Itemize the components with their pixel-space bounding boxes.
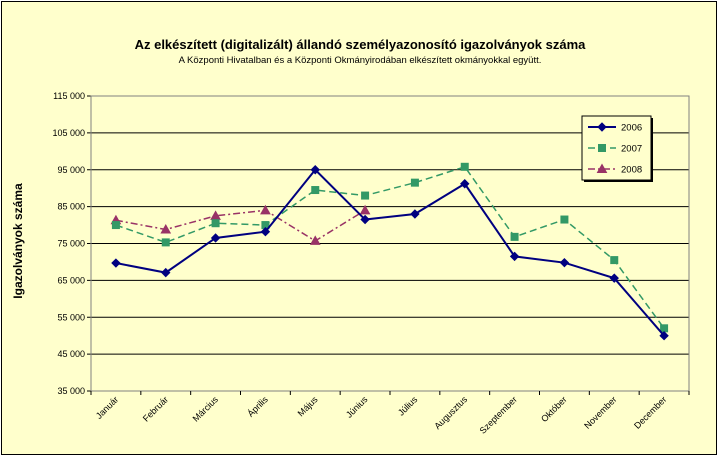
x-tick-label: Június bbox=[344, 394, 370, 420]
legend-label-2007: 2007 bbox=[621, 144, 642, 155]
legend-label-2008: 2008 bbox=[621, 165, 642, 176]
data-point-2007 bbox=[161, 238, 170, 247]
x-tick-label: November bbox=[582, 394, 618, 430]
y-axis-label: Igazolványok száma bbox=[11, 183, 25, 299]
data-point-2007 bbox=[410, 178, 419, 187]
data-point-2007 bbox=[610, 256, 619, 265]
data-point-2007 bbox=[361, 191, 370, 200]
data-point-2007 bbox=[560, 215, 569, 224]
data-point-2006 bbox=[260, 226, 271, 237]
x-tick-label: Január bbox=[94, 394, 121, 421]
data-point-2006 bbox=[509, 251, 520, 262]
data-point-2006 bbox=[161, 267, 171, 278]
y-tick-label: 75 000 bbox=[57, 239, 85, 249]
data-point-2008 bbox=[309, 235, 321, 245]
legend-marker-2008 bbox=[596, 163, 608, 173]
data-point-2008 bbox=[260, 204, 271, 215]
y-tick-label: 55 000 bbox=[57, 312, 85, 322]
y-tick-label: 95 000 bbox=[57, 165, 85, 175]
y-tick-label: 115 000 bbox=[53, 91, 85, 101]
data-point-2006 bbox=[559, 257, 570, 268]
data-point-2006 bbox=[310, 165, 320, 175]
y-tick-label: 35 000 bbox=[57, 386, 85, 396]
legend-marker-2006 bbox=[597, 122, 607, 132]
data-point-2006 bbox=[410, 209, 420, 219]
x-tick-label: Május bbox=[296, 394, 320, 418]
y-tick-label: 65 000 bbox=[57, 275, 85, 285]
data-point-2008 bbox=[359, 204, 371, 215]
x-tick-label: Október bbox=[539, 394, 569, 424]
x-tick-label: December bbox=[632, 394, 668, 430]
x-tick-label: Március bbox=[191, 394, 221, 424]
y-tick-label: 85 000 bbox=[57, 202, 85, 212]
data-point-2007 bbox=[460, 162, 469, 171]
x-tick-label: Augusztus bbox=[432, 394, 469, 431]
data-point-2008 bbox=[160, 223, 172, 234]
series-line-2006 bbox=[115, 168, 665, 337]
legend: 2006 2007 2008 bbox=[581, 115, 653, 182]
data-point-2006 bbox=[360, 214, 370, 225]
series-line-2008 bbox=[115, 209, 366, 242]
data-point-2007 bbox=[660, 324, 669, 333]
series-line-2007 bbox=[115, 165, 665, 329]
legend-marker-2007 bbox=[598, 144, 606, 152]
data-point-2007 bbox=[211, 219, 220, 228]
data-point-2006 bbox=[460, 179, 470, 189]
data-point-2007 bbox=[311, 186, 320, 195]
y-tick-label: 105 000 bbox=[52, 128, 85, 138]
chart-subtitle: A Központi Hivatalban és a Központi Okmá… bbox=[179, 55, 542, 66]
x-tick-label: Szeptember bbox=[478, 394, 519, 435]
legend-label-2006: 2006 bbox=[621, 123, 642, 134]
x-tick-label: Július bbox=[396, 394, 420, 418]
data-point-2006 bbox=[609, 273, 619, 283]
data-point-2006 bbox=[111, 258, 121, 268]
x-tick-label: Február bbox=[141, 394, 170, 423]
x-tick-label: Április bbox=[245, 394, 270, 419]
data-point-2006 bbox=[659, 330, 669, 341]
y-tick-label: 45 000 bbox=[57, 349, 85, 359]
data-point-2006 bbox=[210, 233, 221, 243]
data-point-2007 bbox=[510, 232, 519, 241]
chart-title: Az elkészített (digitalizált) állandó sz… bbox=[135, 37, 587, 52]
data-point-2007 bbox=[111, 221, 120, 230]
